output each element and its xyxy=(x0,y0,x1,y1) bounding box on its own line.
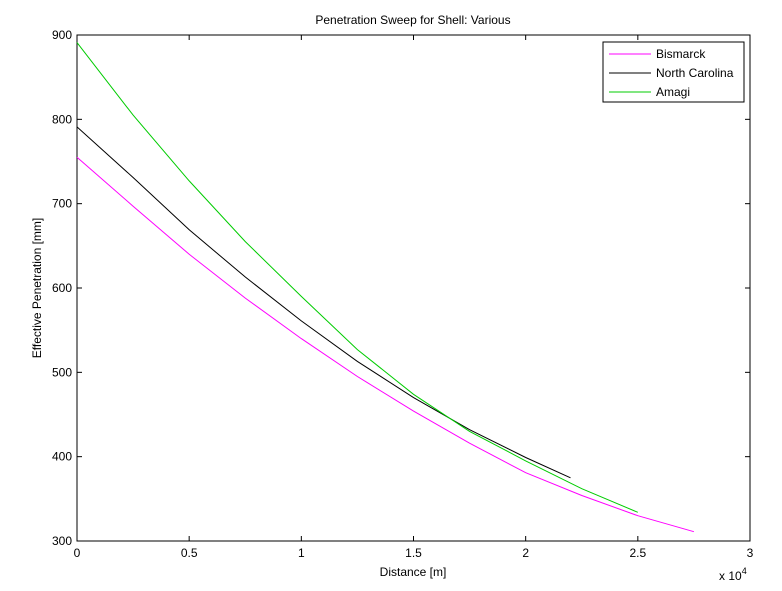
x-tick-label: 2 xyxy=(522,546,529,560)
x-axis-exponent-power: 4 xyxy=(742,566,747,576)
x-tick-label: 1.5 xyxy=(405,546,422,560)
plot-area xyxy=(76,34,751,542)
series-lines xyxy=(76,42,695,533)
y-tick-label: 400 xyxy=(52,450,72,464)
x-axis-exponent-base: x 10 xyxy=(719,569,742,583)
y-tick-label: 900 xyxy=(52,28,72,42)
x-axis-exponent: x 104 xyxy=(719,566,747,583)
x-tick-label: 3 xyxy=(747,546,754,560)
x-tick-label: 0 xyxy=(74,546,81,560)
legend-entry-label: Bismarck xyxy=(656,47,706,61)
x-axis-ticks: 0 0.5 1 1.5 2 2.5 3 xyxy=(74,35,754,560)
y-tick-label: 700 xyxy=(52,197,72,211)
y-tick-label: 600 xyxy=(52,281,72,295)
legend-entry-label: Amagi xyxy=(656,85,690,99)
legend-entries: Bismarck North Carolina Amagi xyxy=(609,47,734,99)
y-tick-label: 500 xyxy=(52,365,72,379)
series-line-north-carolina xyxy=(76,126,571,479)
series-line-amagi xyxy=(76,42,638,513)
legend-entry-label: North Carolina xyxy=(656,66,734,80)
y-tick-label: 800 xyxy=(52,112,72,126)
y-tick-label: 300 xyxy=(52,534,72,548)
legend: Bismarck North Carolina Amagi xyxy=(602,41,745,103)
x-tick-label: 2.5 xyxy=(629,546,646,560)
x-tick-label: 1 xyxy=(298,546,305,560)
chart-title: Penetration Sweep for Shell: Various xyxy=(315,13,510,27)
y-axis-ticks: 300 400 500 600 700 800 900 xyxy=(52,28,750,548)
x-axis-label: Distance [m] xyxy=(380,565,447,579)
series-line-bismarck xyxy=(76,156,695,533)
x-tick-label: 0.5 xyxy=(181,546,198,560)
y-axis-label: Effective Penetration [mm] xyxy=(30,218,44,359)
